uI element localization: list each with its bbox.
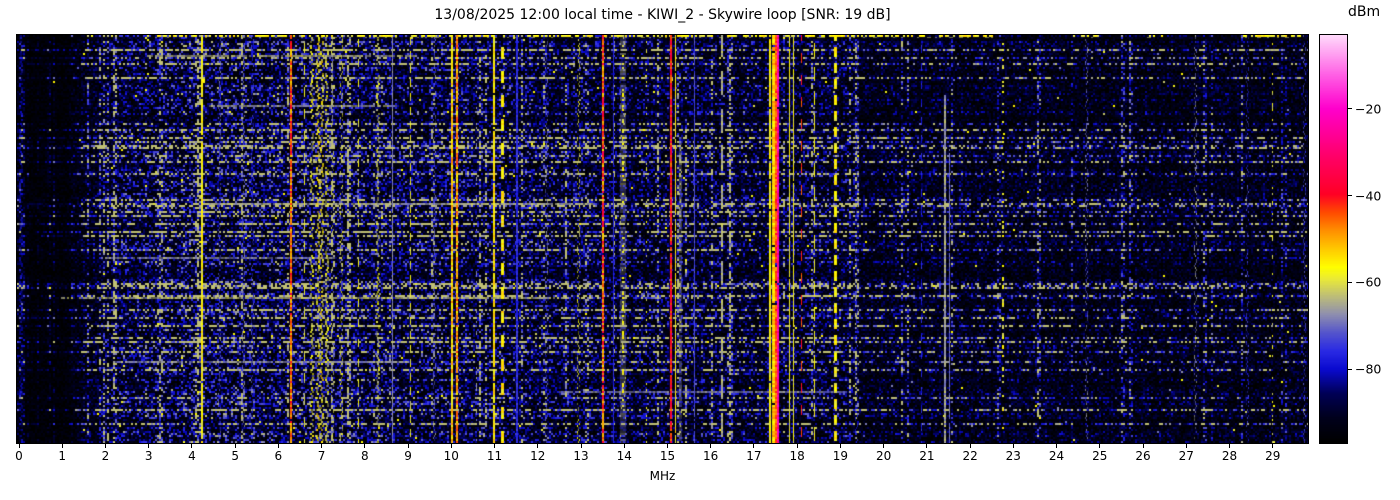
x-tick-label: 26	[1135, 449, 1151, 463]
colorbar-unit-label: dBm	[1348, 4, 1381, 20]
x-tick-mark	[1012, 444, 1014, 448]
x-tick-mark	[407, 444, 409, 448]
colorbar-tick-label: −60	[1355, 274, 1382, 290]
x-tick-mark	[666, 444, 668, 448]
x-tick-mark	[969, 444, 971, 448]
x-tick-label: 23	[1005, 449, 1021, 463]
x-tick-mark	[537, 444, 539, 448]
x-tick-label: 15	[659, 449, 676, 463]
x-tick-label: 3	[144, 449, 153, 463]
x-tick-label: 13	[573, 449, 589, 463]
spectrogram-plot-area	[16, 34, 1309, 444]
x-tick-label: 25	[1092, 449, 1108, 463]
colorbar-tick-mark	[1348, 281, 1352, 283]
x-tick-label: 9	[404, 449, 412, 463]
x-tick-label: 12	[530, 449, 546, 463]
x-tick-label: 29	[1265, 449, 1281, 463]
x-tick-mark	[623, 444, 625, 448]
x-tick-label: 5	[231, 449, 239, 463]
x-tick-mark	[191, 444, 193, 448]
x-tick-label: 0	[15, 449, 23, 463]
colorbar-tick-mark	[1348, 108, 1352, 110]
x-tick-label: 24	[1048, 449, 1065, 463]
x-tick-label: 21	[919, 449, 935, 463]
colorbar-tick-mark	[1348, 368, 1352, 370]
x-tick-mark	[1228, 444, 1230, 448]
x-tick-label: 22	[962, 449, 978, 463]
x-tick-mark	[796, 444, 798, 448]
x-tick-label: 27	[1178, 449, 1194, 463]
x-tick-mark	[277, 444, 279, 448]
x-axis-label: MHz	[649, 469, 676, 483]
x-tick-mark	[494, 444, 496, 448]
x-tick-mark	[18, 444, 20, 448]
x-tick-label: 16	[703, 449, 719, 463]
x-tick-label: 10	[443, 449, 459, 463]
spectrogram-canvas	[17, 35, 1308, 443]
chart-title: 13/08/2025 12:00 local time - KIWI_2 - S…	[434, 7, 891, 23]
colorbar-tick-label: −80	[1355, 361, 1382, 377]
x-tick-label: 18	[789, 449, 805, 463]
x-tick-mark	[753, 444, 755, 448]
colorbar	[1319, 34, 1348, 444]
x-tick-label: 1	[58, 449, 67, 463]
x-tick-mark	[839, 444, 841, 448]
x-tick-label: 28	[1221, 449, 1238, 463]
x-tick-label: 19	[832, 449, 849, 463]
x-tick-mark	[580, 444, 582, 448]
x-tick-label: 2	[101, 449, 110, 463]
x-tick-label: 17	[746, 449, 762, 463]
x-tick-mark	[148, 444, 150, 448]
x-tick-mark	[364, 444, 366, 448]
x-tick-label: 20	[875, 449, 892, 463]
x-tick-mark	[104, 444, 106, 448]
x-tick-mark	[450, 444, 452, 448]
x-tick-mark	[1142, 444, 1144, 448]
colorbar-tick-label: −20	[1355, 101, 1382, 117]
x-tick-mark	[926, 444, 928, 448]
x-tick-mark	[1272, 444, 1274, 448]
x-tick-mark	[1099, 444, 1101, 448]
x-tick-mark	[61, 444, 63, 448]
x-tick-label: 8	[361, 449, 369, 463]
x-tick-label: 7	[317, 449, 326, 463]
x-tick-label: 11	[486, 449, 503, 463]
x-tick-mark	[234, 444, 236, 448]
x-tick-label: 14	[616, 449, 632, 463]
x-tick-label: 4	[188, 449, 196, 463]
x-tick-mark	[1185, 444, 1187, 448]
x-tick-mark	[1056, 444, 1058, 448]
x-tick-mark	[710, 444, 712, 448]
x-tick-mark	[883, 444, 885, 448]
x-tick-mark	[321, 444, 323, 448]
x-tick-label: 6	[274, 449, 283, 463]
colorbar-gradient	[1320, 35, 1347, 443]
colorbar-tick-label: −40	[1355, 188, 1382, 204]
colorbar-tick-mark	[1348, 195, 1352, 197]
